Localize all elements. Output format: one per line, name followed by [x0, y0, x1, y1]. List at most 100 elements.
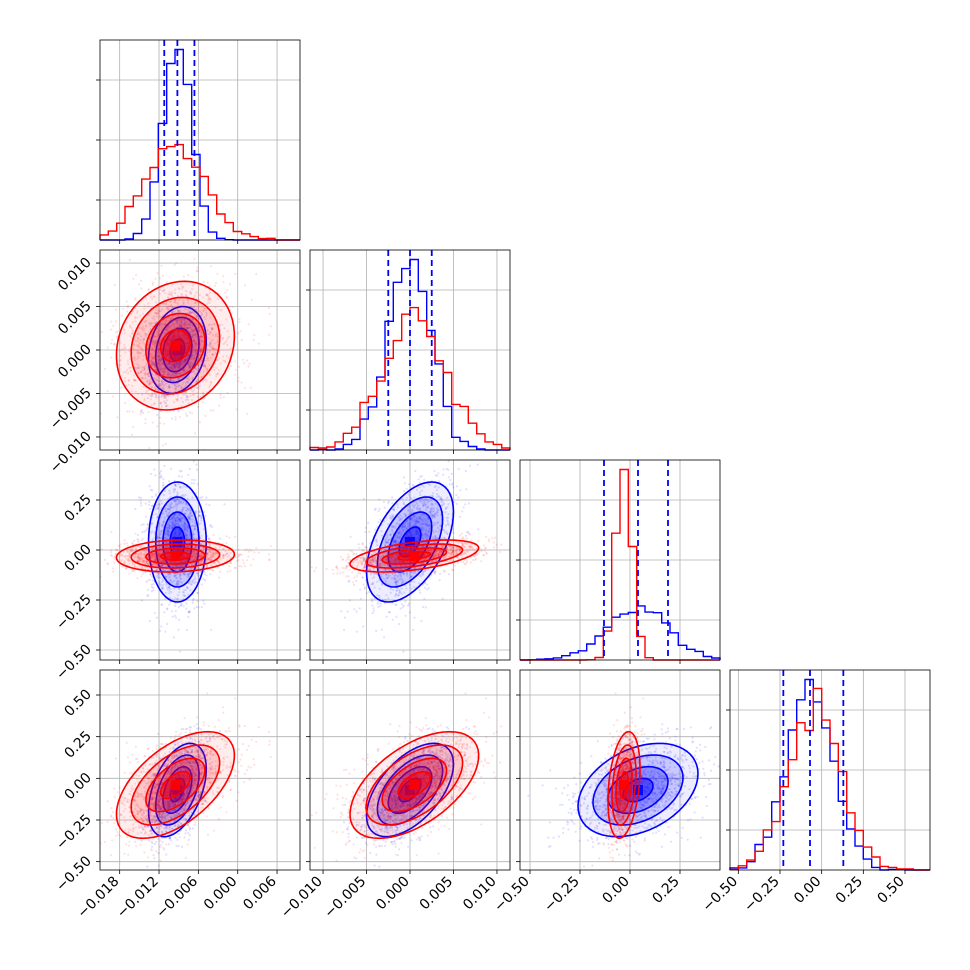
scatter-point: [186, 530, 189, 533]
scatter-point: [219, 551, 222, 554]
scatter-point: [202, 577, 205, 581]
scatter-point: [177, 513, 180, 516]
scatter-point: [185, 602, 188, 605]
scatter-point: [168, 339, 171, 342]
scatter-point: [165, 320, 168, 323]
scatter-point: [197, 574, 200, 577]
scatter-point: [195, 308, 198, 311]
scatter-point: [209, 555, 212, 559]
scatter-point: [156, 507, 159, 510]
scatter-point: [205, 293, 208, 296]
scatter-point: [188, 326, 191, 329]
scatter-point: [177, 314, 180, 317]
scatter-point: [159, 533, 162, 536]
scatter-point: [196, 600, 199, 603]
scatter-point: [168, 512, 171, 515]
scatter-point: [194, 309, 197, 312]
scatter-point: [167, 338, 170, 341]
scatter-point: [175, 372, 179, 375]
scatter-point: [212, 533, 215, 536]
scatter-point: [172, 374, 176, 377]
scatter-point: [152, 552, 155, 556]
scatter-point: [181, 347, 184, 350]
scatter-point: [185, 384, 189, 387]
scatter-point: [146, 562, 149, 565]
scatter-point: [180, 321, 184, 324]
scatter-point: [166, 326, 169, 329]
scatter-point: [178, 335, 182, 338]
scatter-point: [225, 535, 228, 538]
scatter-point: [168, 492, 171, 495]
scatter-point: [174, 317, 177, 320]
scatter-point: [142, 342, 145, 345]
scatter-point: [186, 572, 189, 575]
scatter-point: [115, 549, 118, 552]
scatter-point: [126, 554, 129, 558]
scatter-point: [183, 334, 186, 337]
scatter-point: [166, 328, 169, 331]
scatter-point: [195, 605, 198, 609]
scatter-point: [163, 332, 166, 335]
scatter-point: [179, 363, 182, 366]
scatter-point: [178, 530, 181, 534]
scatter-point: [151, 564, 155, 567]
scatter-point: [242, 358, 245, 361]
scatter-point: [178, 534, 181, 537]
scatter-point: [138, 557, 141, 561]
scatter-point: [218, 357, 221, 360]
scatter-point: [235, 559, 238, 563]
scatter-point: [185, 315, 188, 318]
scatter-point: [174, 356, 177, 359]
scatter-point: [226, 337, 229, 340]
scatter-point: [128, 559, 131, 562]
scatter-point: [165, 355, 168, 358]
scatter-point: [185, 506, 188, 509]
scatter-point: [196, 395, 199, 398]
scatter-point: [187, 320, 190, 323]
scatter-point: [160, 362, 163, 365]
scatter-point: [158, 536, 161, 539]
scatter-point: [171, 338, 174, 341]
scatter-point: [186, 342, 189, 345]
scatter-point: [191, 318, 194, 321]
scatter-point: [211, 338, 214, 341]
scatter-point: [172, 374, 175, 377]
scatter-point: [126, 544, 130, 547]
scatter-point: [212, 347, 215, 350]
scatter-point: [182, 605, 185, 608]
scatter-point: [168, 378, 171, 381]
scatter-point: [137, 352, 140, 355]
scatter-point: [183, 333, 187, 336]
scatter-point: [198, 316, 201, 319]
scatter-point: [185, 320, 188, 323]
scatter-point: [174, 513, 177, 516]
scatter-point: [165, 354, 168, 357]
scatter-point: [166, 339, 169, 342]
scatter-point: [192, 370, 195, 373]
scatter-point: [163, 371, 166, 374]
scatter-point: [210, 339, 213, 342]
scatter-point: [166, 533, 169, 536]
scatter-point: [143, 556, 146, 560]
scatter-point: [176, 498, 179, 501]
scatter-point: [190, 328, 193, 331]
scatter-point: [187, 354, 190, 357]
scatter-point: [199, 349, 203, 352]
scatter-point: [201, 360, 204, 363]
scatter-point: [160, 625, 163, 628]
scatter-point: [205, 378, 208, 381]
scatter-point: [150, 556, 153, 559]
scatter-point: [180, 524, 183, 527]
scatter-point: [151, 552, 154, 555]
scatter-point: [180, 325, 183, 328]
scatter-point: [172, 337, 176, 340]
scatter-point: [207, 537, 210, 540]
scatter-point: [152, 340, 155, 343]
scatter-point: [157, 363, 160, 366]
scatter-point: [147, 594, 150, 597]
scatter-point: [224, 359, 227, 362]
scatter-point: [157, 553, 160, 557]
scatter-point: [159, 367, 162, 371]
scatter-point: [173, 355, 177, 359]
scatter-point: [193, 550, 196, 553]
